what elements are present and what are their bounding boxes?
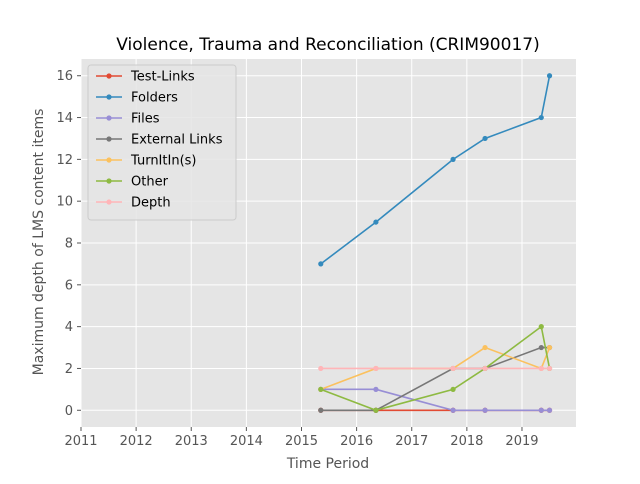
- series-line: [320, 75, 551, 265]
- x-tick-label: 2013: [175, 434, 208, 449]
- legend-label: External Links: [131, 133, 223, 148]
- legend-item: Folders: [96, 91, 178, 106]
- data-point: [538, 365, 544, 372]
- data-point: [482, 344, 488, 351]
- data-point: [318, 407, 324, 413]
- x-axis-label: Time Period: [286, 456, 369, 472]
- y-tick-label: 8: [65, 237, 73, 252]
- legend-swatch-marker: [106, 115, 112, 121]
- series-line: [320, 325, 551, 412]
- y-tick-label: 14: [56, 111, 73, 126]
- data-point: [318, 386, 324, 392]
- x-axis: 2011 2012 2013 2014 2015 2016 2017 2018 2019: [64, 427, 539, 449]
- data-point: [538, 324, 544, 330]
- x-tick-label: 2011: [64, 434, 97, 449]
- legend-item: External Links: [96, 133, 223, 148]
- y-tick-label: 2: [65, 362, 73, 377]
- legend-item: Test-Links: [96, 70, 195, 85]
- series-line: [320, 346, 551, 391]
- legend-swatch-marker: [106, 199, 112, 205]
- legend: Test-Links Folders Files External Links Turn…: [87, 64, 237, 221]
- legend-item: Files: [96, 112, 160, 127]
- legend-item: Depth: [96, 196, 171, 211]
- data-point: [538, 407, 544, 413]
- y-axis-label: Maximum depth of LMS content items: [31, 109, 47, 376]
- data-point: [373, 407, 379, 413]
- x-tick-label: 2014: [230, 434, 263, 449]
- data-point: [546, 407, 553, 413]
- legend-item: TurnItIn(s): [96, 154, 196, 169]
- legend-swatch-marker: [106, 178, 112, 184]
- series-folders: [318, 73, 553, 267]
- data-point: [546, 365, 553, 372]
- y-tick-label: 12: [56, 153, 73, 168]
- data-point: [450, 386, 456, 392]
- legend-swatch-marker: [106, 157, 112, 163]
- data-point: [373, 219, 379, 225]
- legend-swatch-marker: [106, 73, 112, 79]
- data-point: [450, 407, 456, 413]
- legend-label: Files: [131, 112, 160, 127]
- data-point: [482, 407, 488, 413]
- legend-swatch-marker: [106, 136, 112, 142]
- y-axis: 0 2 4 6 8 10 12 14 16: [56, 69, 81, 419]
- chart-title: Violence, Trauma and Reconciliation (CRI…: [116, 35, 539, 55]
- legend-label: TurnItIn(s): [130, 154, 196, 169]
- data-point: [318, 365, 324, 372]
- x-tick-label: 2019: [505, 434, 538, 449]
- series-depth: [318, 365, 553, 372]
- y-tick-label: 0: [65, 404, 73, 419]
- series-layer: [318, 73, 553, 413]
- legend-label: Depth: [131, 196, 171, 211]
- x-tick-label: 2016: [340, 434, 373, 449]
- data-point: [450, 365, 456, 372]
- data-point: [373, 365, 379, 372]
- legend-label: Folders: [131, 91, 178, 106]
- data-point: [546, 73, 553, 79]
- y-tick-label: 4: [65, 320, 73, 335]
- data-point: [318, 261, 324, 267]
- legend-swatch-marker: [106, 94, 112, 100]
- x-tick-label: 2017: [395, 434, 428, 449]
- data-point: [373, 386, 379, 392]
- x-tick-label: 2018: [450, 434, 483, 449]
- data-point: [482, 365, 488, 372]
- y-tick-label: 16: [56, 69, 73, 84]
- legend-item: Other: [96, 175, 169, 190]
- data-point: [538, 114, 544, 121]
- x-tick-label: 2015: [285, 434, 318, 449]
- x-tick-label: 2012: [120, 434, 153, 449]
- data-point: [546, 344, 553, 351]
- legend-label: Test-Links: [130, 70, 195, 85]
- data-point: [538, 344, 544, 351]
- y-tick-label: 10: [56, 195, 73, 210]
- data-point: [450, 156, 456, 162]
- legend-box: [87, 64, 237, 221]
- data-point: [482, 135, 488, 142]
- legend-label: Other: [131, 175, 169, 190]
- y-tick-label: 6: [65, 278, 73, 293]
